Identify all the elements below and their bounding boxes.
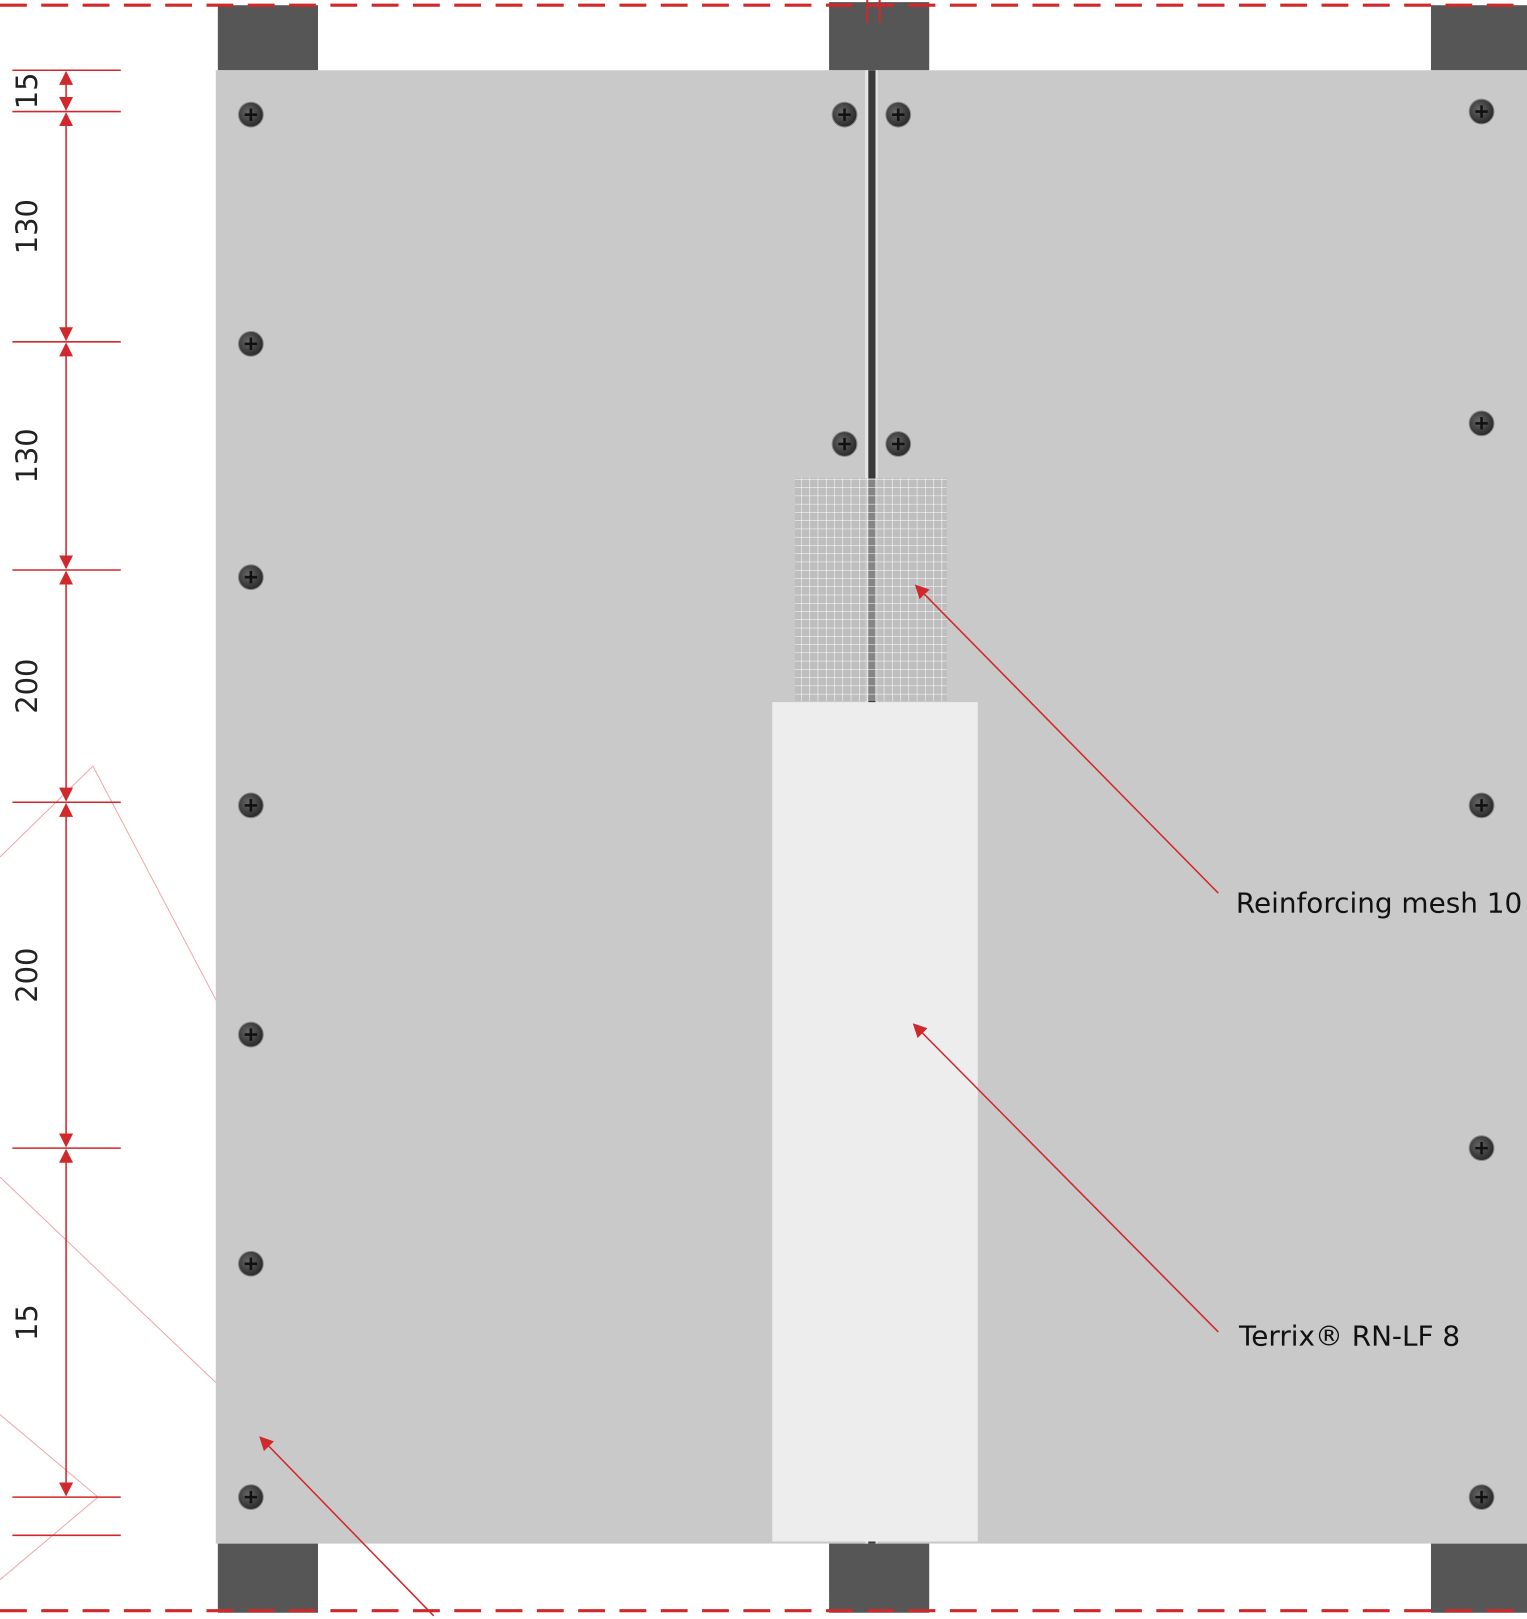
dimension-label: 200 xyxy=(10,659,44,714)
dimension-label: 200 xyxy=(10,948,44,1003)
label-mesh: Reinforcing mesh 10 xyxy=(1236,887,1522,920)
page: 15 130 130 200 200 15 Reinforcing mesh 10 Ter… xyxy=(0,0,1527,1619)
dimensions: 15 130 130 200 200 15 xyxy=(10,70,121,1535)
dimension-label: 130 xyxy=(10,428,44,483)
panel-left xyxy=(216,70,866,1543)
dimension-label: 130 xyxy=(10,199,44,254)
construction-lines xyxy=(0,766,217,1580)
dimension-label: 15 xyxy=(10,73,44,110)
dimension-label: 15 xyxy=(10,1304,44,1341)
drawing: 15 130 130 200 200 15 Reinforcing mesh 10 Ter… xyxy=(0,0,1527,1619)
label-terrix: Terrix® RN-LF 8 xyxy=(1238,1319,1460,1352)
terrix-strip xyxy=(772,702,977,1541)
reinforcing-mesh xyxy=(795,478,947,701)
